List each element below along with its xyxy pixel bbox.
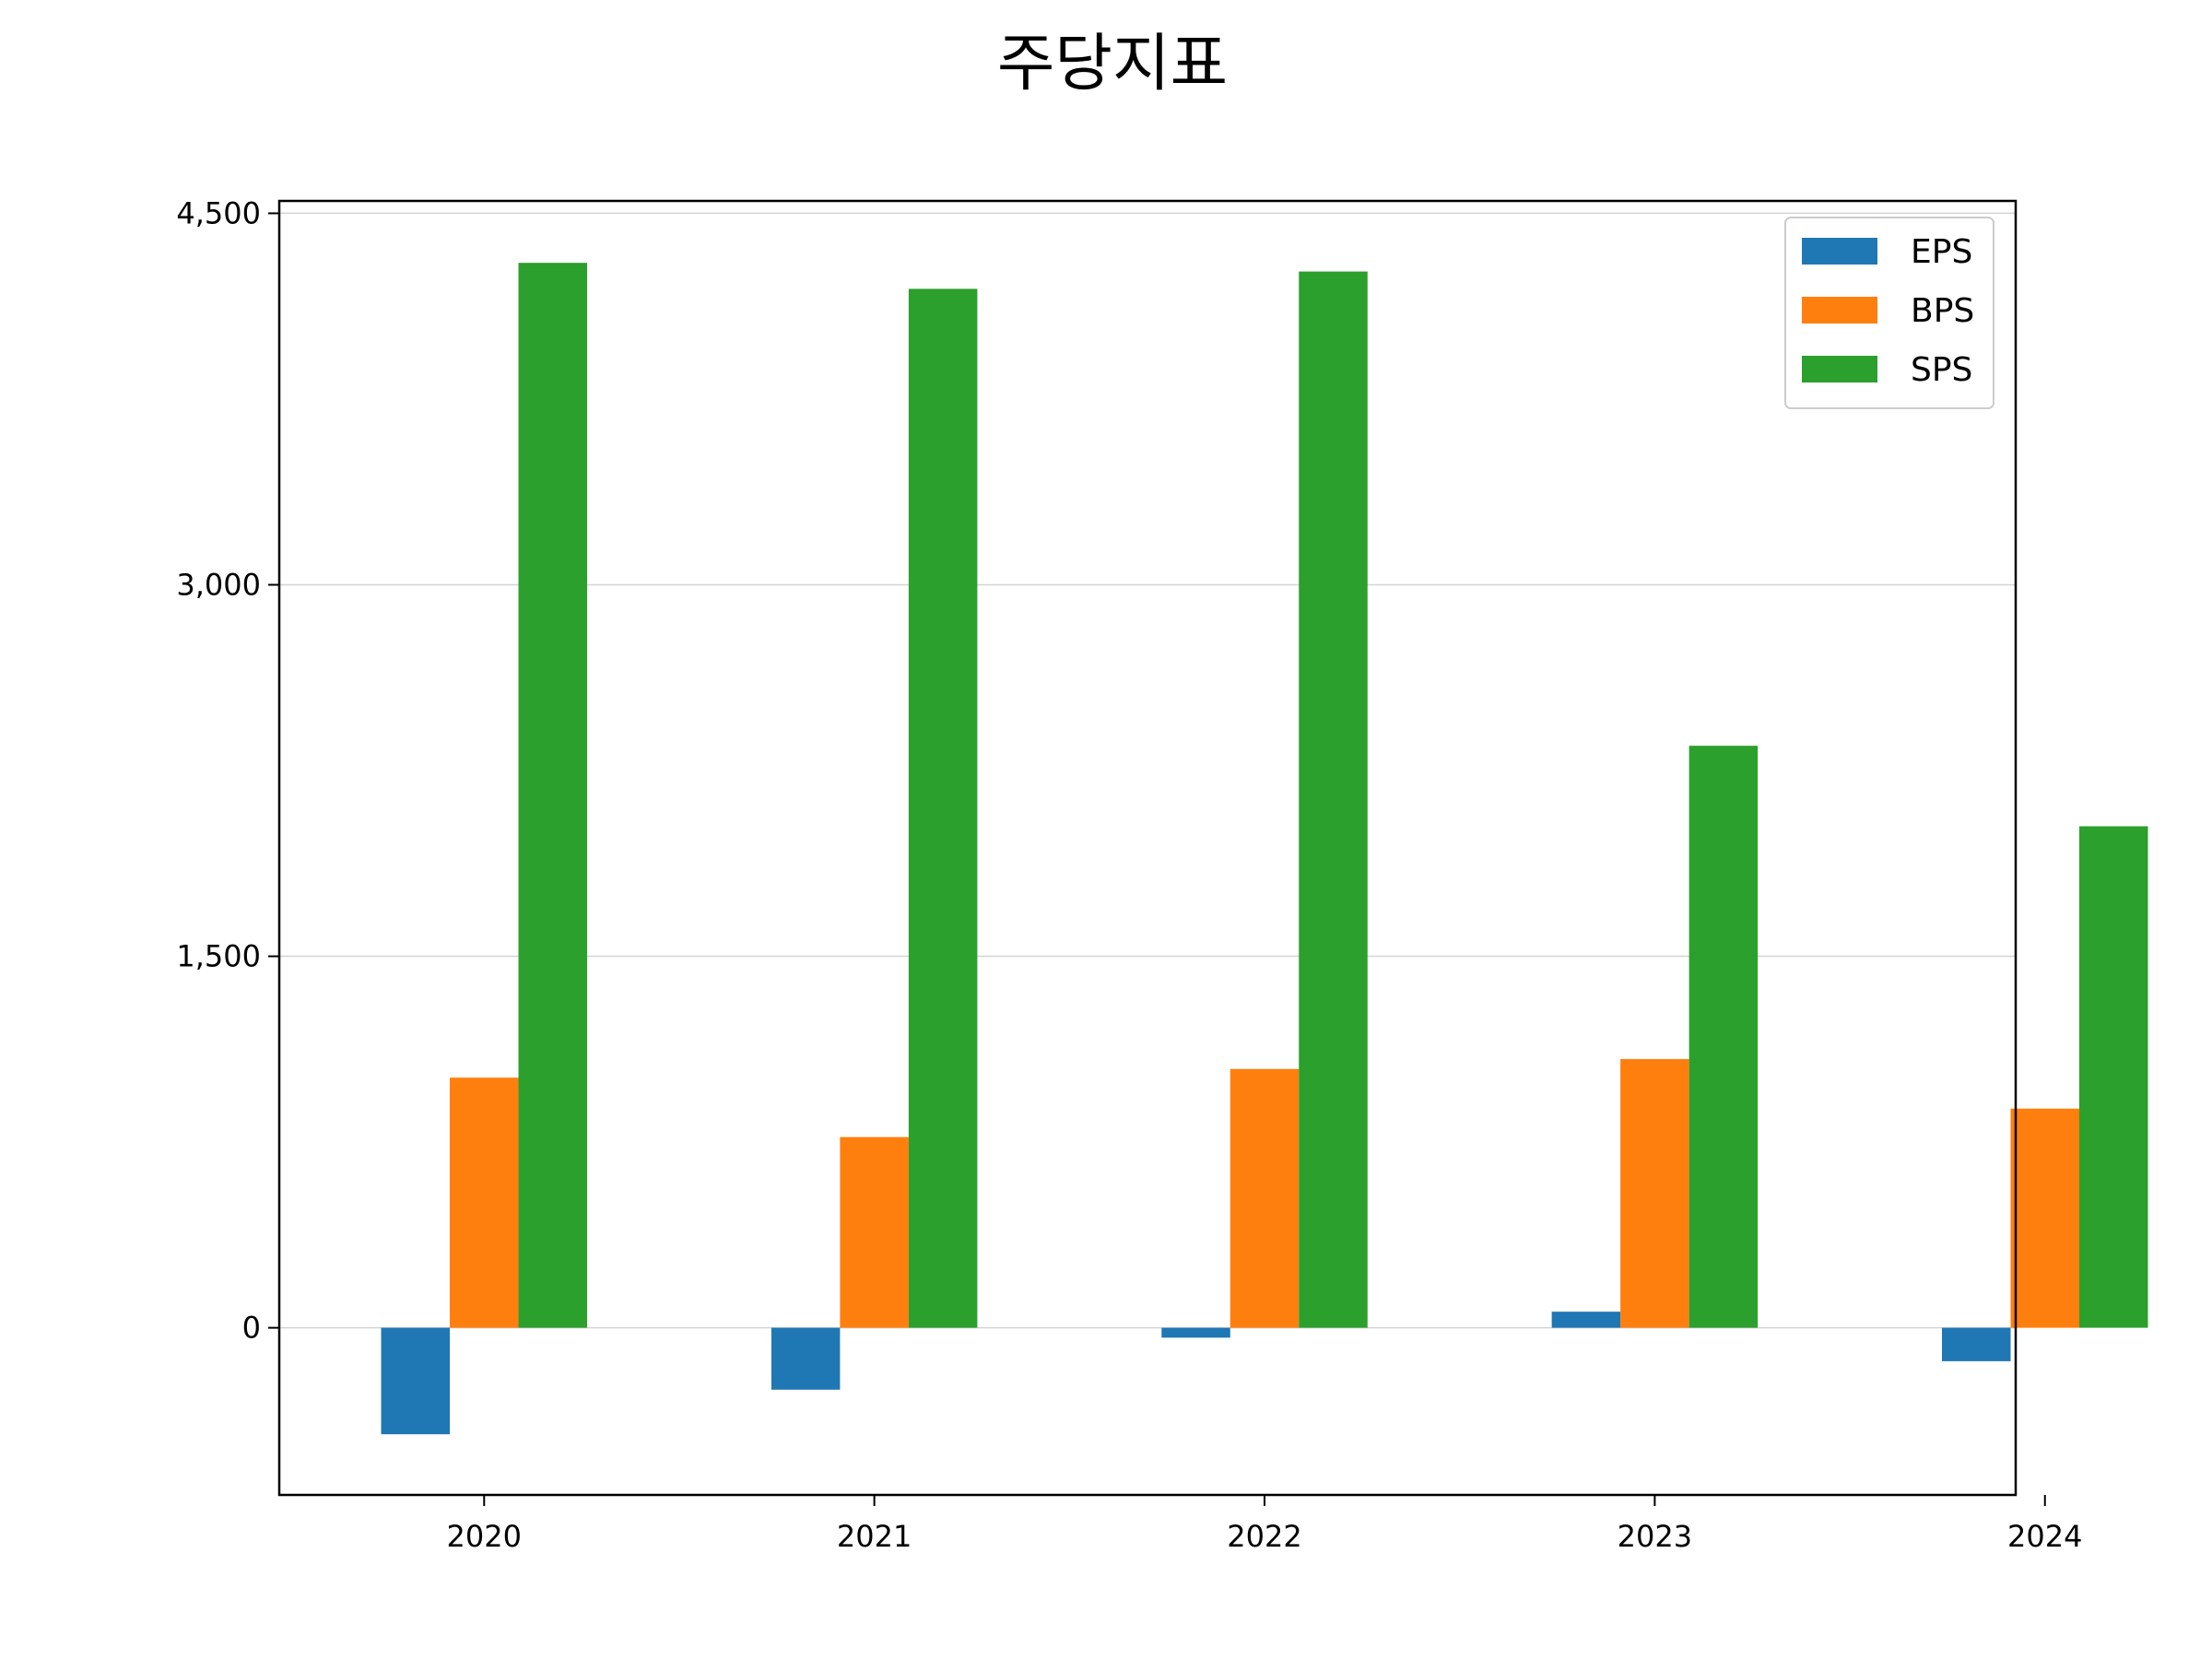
x-tick-label: 2021 — [837, 1519, 912, 1554]
y-tick-label: 4,500 — [176, 195, 261, 230]
bar-bps-2021 — [840, 1136, 909, 1328]
y-tick-label: 1,500 — [176, 939, 261, 974]
x-tick-label: 2023 — [1618, 1519, 1692, 1554]
bar-sps-2024 — [2079, 826, 2148, 1328]
legend-swatch-eps — [1802, 238, 1877, 265]
legend: EPS BPS SPS — [1784, 217, 1994, 409]
y-axis: 0 1,500 3,000 4,500 — [176, 195, 279, 1346]
legend-label-eps: EPS — [1911, 233, 1972, 271]
bar-eps-2022 — [1161, 1327, 1230, 1338]
bar-sps-2023 — [1688, 746, 1759, 1328]
bar-bps-2020 — [450, 1077, 519, 1328]
legend-label-sps: SPS — [1911, 351, 1972, 389]
bar-bps-2024 — [2010, 1108, 2080, 1328]
bar-sps-2022 — [1299, 271, 1368, 1328]
plot-frame — [277, 199, 2018, 1497]
x-tick-label: 2020 — [447, 1519, 522, 1554]
bar-eps-2020 — [381, 1327, 451, 1435]
legend-label-bps: BPS — [1911, 292, 1974, 330]
legend-swatch-sps — [1802, 356, 1877, 382]
chart-title: 주당지표 — [997, 28, 1228, 100]
bar-eps-2024 — [1942, 1327, 2011, 1361]
bar-sps-2021 — [908, 288, 978, 1328]
bars — [381, 263, 2148, 1435]
y-tick-label: 3,000 — [176, 567, 261, 602]
y-tick-label: 0 — [242, 1311, 261, 1346]
legend-swatch-bps — [1802, 297, 1877, 324]
bar-sps-2020 — [518, 263, 588, 1328]
bar-eps-2023 — [1551, 1312, 1621, 1328]
bar-bps-2022 — [1230, 1068, 1300, 1328]
x-tick-label: 2024 — [2007, 1519, 2082, 1554]
bar-eps-2021 — [771, 1327, 841, 1390]
bar-bps-2023 — [1620, 1059, 1689, 1328]
x-tick-label: 2022 — [1227, 1519, 1301, 1554]
x-axis: 2020 2021 2022 2023 2024 — [447, 1495, 2082, 1554]
